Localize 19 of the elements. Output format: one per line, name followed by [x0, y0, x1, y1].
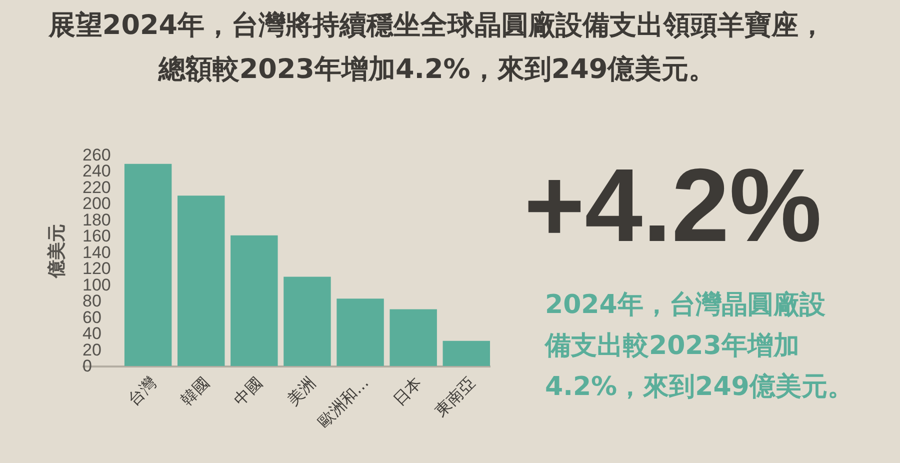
x-tick-label: 中國 [230, 373, 266, 410]
bar [336, 298, 384, 366]
x-tick-label: 美洲 [283, 373, 320, 410]
bar [230, 235, 278, 366]
y-tick-label: 260 [82, 146, 111, 164]
x-tick-label: 台灣 [124, 373, 160, 410]
bar [124, 164, 172, 366]
bar [442, 340, 490, 366]
x-tick-label: 東南亞 [431, 373, 478, 420]
bar [390, 309, 437, 366]
bar [284, 276, 331, 366]
y-tick-label: 0 [82, 356, 92, 376]
x-tick-label: 日本 [389, 373, 426, 410]
x-tick-label: 韓國 [177, 373, 214, 410]
chart-title: 展望2024年，台灣將持續穩坐全球晶圓廠設備支出領頭羊寶座，總額較2023年增加4.2%，來到249億美元。 [47, 10, 826, 85]
bar [178, 196, 225, 366]
text: +4.2% [524, 148, 822, 264]
y-axis-title: 億美元 [46, 224, 68, 279]
text: 2024年，台灣晶圓廠設備支出較2023年增加4.2%，來到249億美元。 [544, 290, 854, 402]
